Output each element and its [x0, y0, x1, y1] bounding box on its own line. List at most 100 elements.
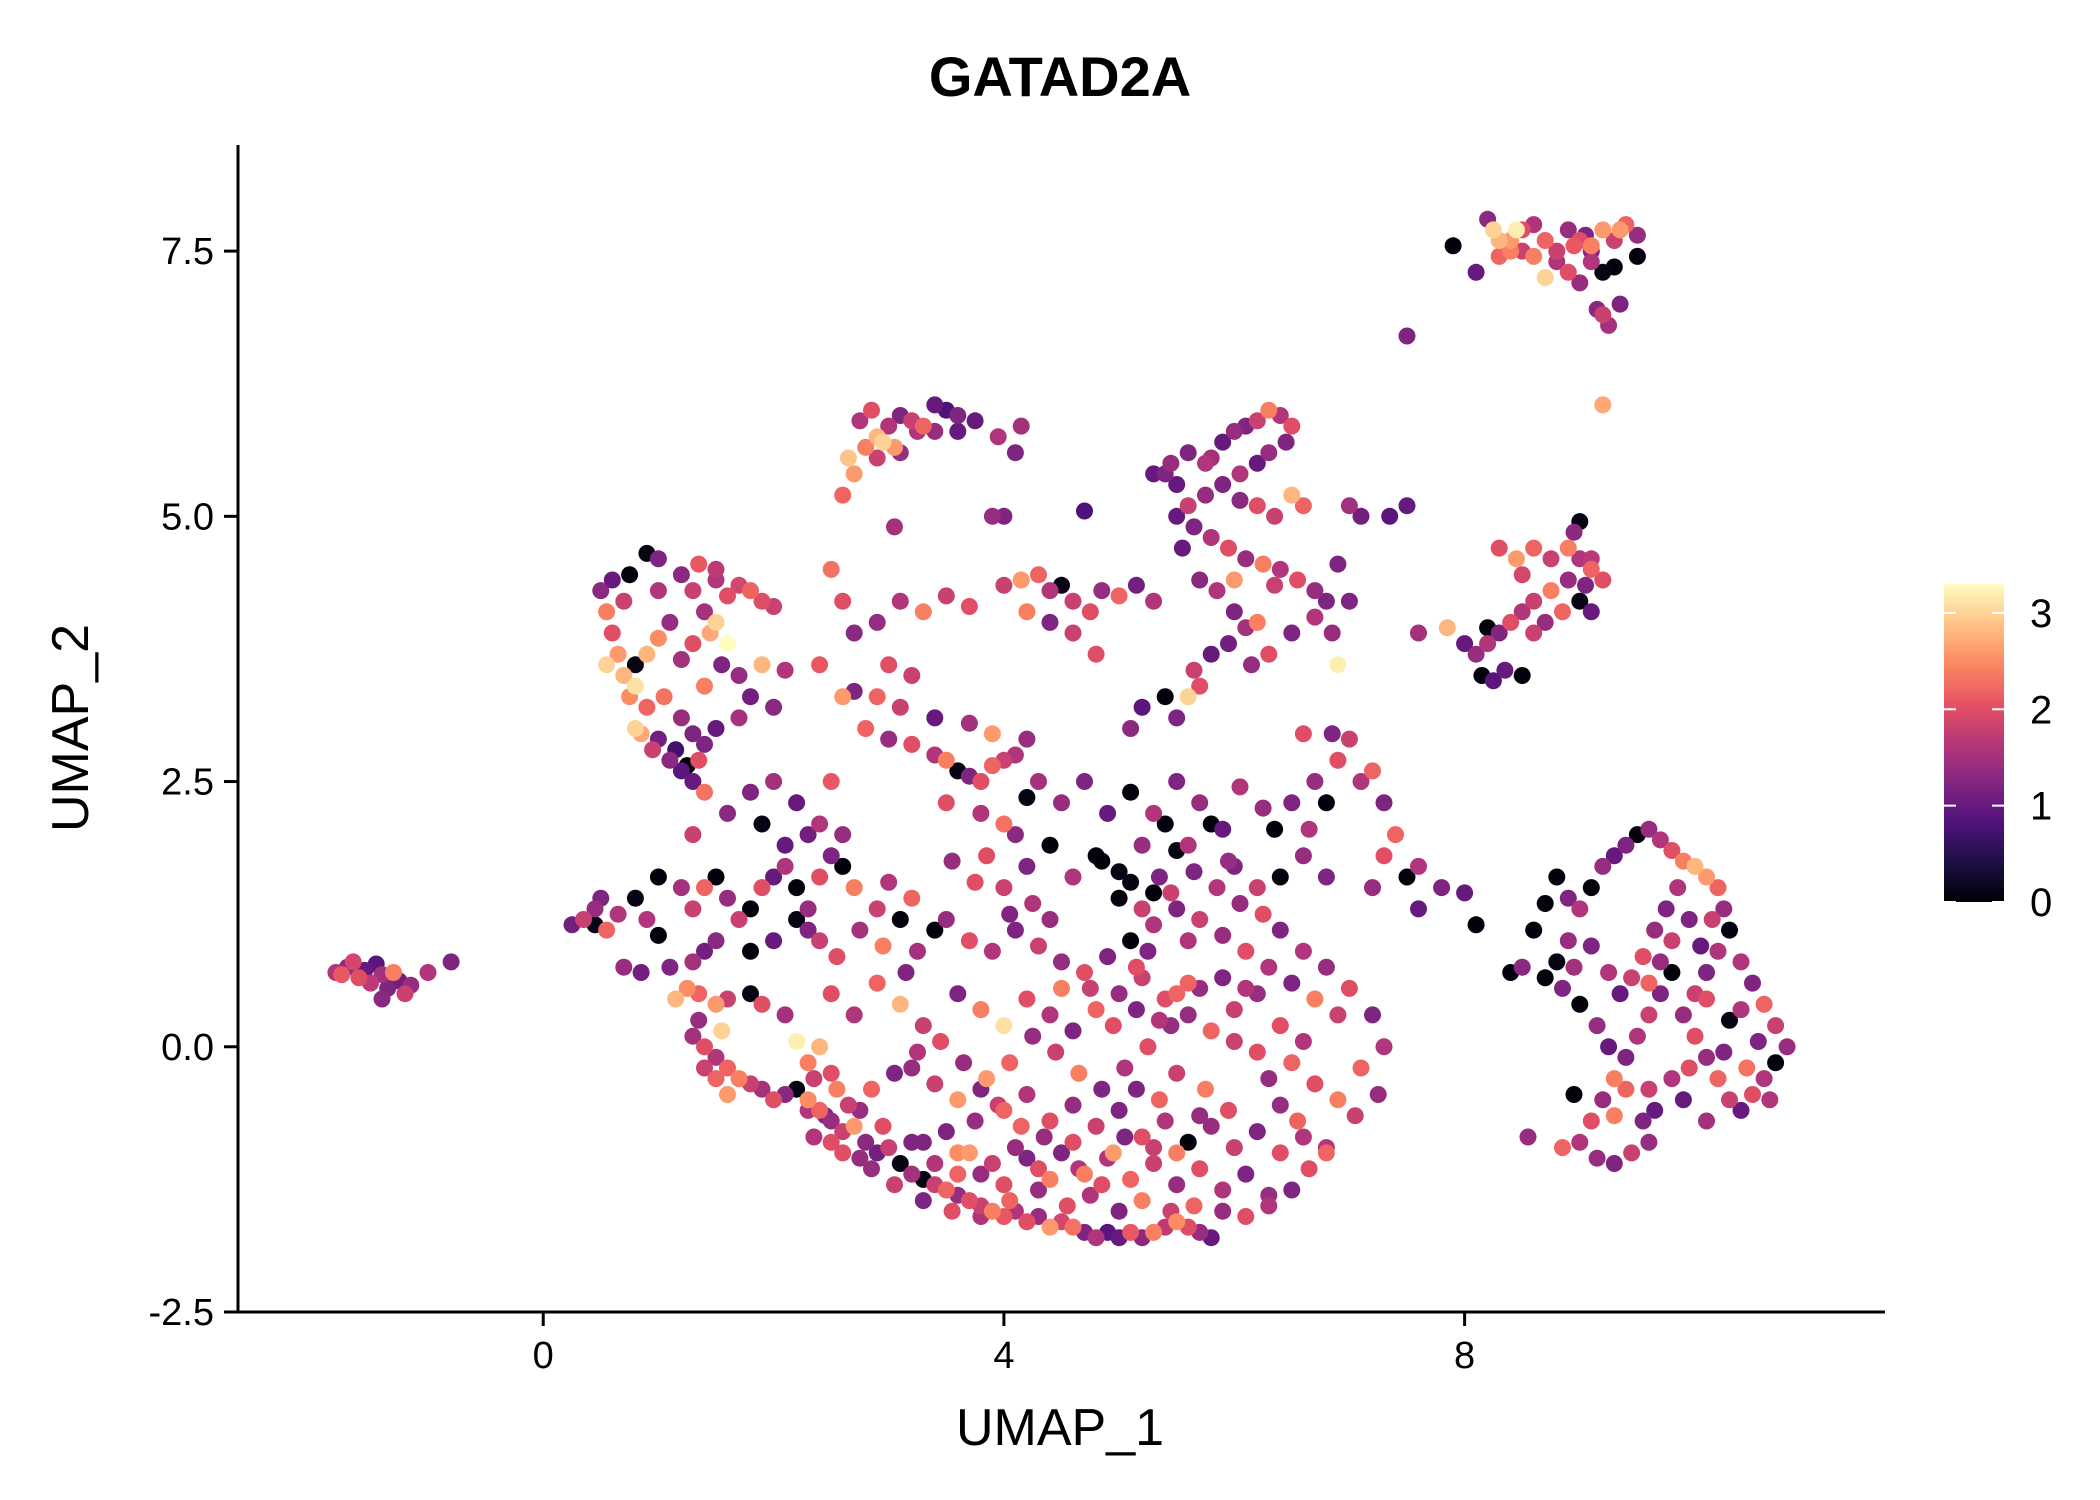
data-point	[1191, 794, 1209, 812]
data-point	[1617, 1080, 1635, 1098]
data-point	[1294, 847, 1312, 865]
data-point	[1030, 937, 1047, 955]
data-point	[1093, 582, 1111, 600]
data-point	[1179, 1133, 1197, 1151]
data-point	[753, 995, 771, 1013]
data-point	[1536, 269, 1554, 287]
data-point	[989, 428, 1007, 446]
data-point	[863, 1160, 880, 1178]
data-point	[1571, 592, 1589, 610]
data-point	[1220, 635, 1237, 653]
data-point	[776, 857, 794, 875]
data-point	[1030, 1181, 1047, 1199]
data-point	[1387, 826, 1404, 844]
data-point	[753, 815, 771, 833]
data-point	[1248, 1043, 1266, 1061]
data-point	[684, 1027, 702, 1045]
data-point	[1340, 497, 1358, 515]
data-point	[891, 592, 909, 610]
data-point	[914, 1017, 932, 1035]
data-point	[1507, 221, 1525, 239]
data-point	[1191, 677, 1209, 695]
data-point	[983, 942, 1001, 960]
data-point	[880, 417, 898, 435]
data-point	[1208, 582, 1226, 600]
data-point	[1081, 603, 1099, 621]
data-point	[1559, 263, 1577, 281]
data-point	[1565, 958, 1583, 976]
data-point	[1041, 1006, 1059, 1024]
data-point	[972, 1165, 990, 1183]
data-point	[1145, 1223, 1163, 1241]
data-point	[1513, 958, 1531, 976]
data-point	[1260, 645, 1278, 663]
data-point	[655, 688, 673, 706]
data-point	[1197, 486, 1214, 504]
x-tick-label: 0	[533, 1335, 554, 1377]
data-point	[1012, 1117, 1030, 1135]
data-point	[598, 603, 616, 621]
data-point	[1364, 762, 1381, 780]
data-point	[983, 507, 1001, 525]
data-point	[1536, 613, 1554, 631]
data-point	[667, 990, 685, 1008]
data-point	[1041, 1170, 1059, 1188]
data-point	[1329, 555, 1347, 573]
data-point	[1283, 794, 1301, 812]
data-point	[1306, 990, 1324, 1008]
data-point	[1559, 221, 1577, 239]
data-point	[1594, 396, 1612, 414]
data-point	[1484, 221, 1502, 239]
data-point	[966, 873, 984, 891]
data-point	[776, 661, 794, 679]
data-point	[949, 1091, 967, 1109]
data-point	[1628, 226, 1646, 244]
data-point	[1237, 979, 1255, 997]
data-point	[1191, 571, 1209, 589]
data-point	[1030, 773, 1047, 790]
data-point	[851, 412, 869, 430]
data-point	[1018, 1086, 1036, 1103]
data-point	[672, 709, 690, 727]
data-point	[707, 613, 725, 631]
data-point	[1340, 979, 1358, 997]
data-point	[609, 645, 627, 663]
data-point	[1220, 539, 1237, 557]
data-point	[1087, 1117, 1105, 1135]
data-point	[972, 804, 990, 822]
data-point	[851, 921, 869, 939]
data-point	[903, 889, 921, 907]
data-point	[592, 582, 610, 600]
data-point	[1041, 582, 1059, 600]
data-point	[897, 964, 915, 981]
data-point	[672, 762, 690, 780]
data-point	[1657, 900, 1675, 918]
data-point	[1104, 1144, 1122, 1162]
data-point	[960, 598, 978, 615]
data-point	[696, 1059, 713, 1077]
data-point	[1698, 868, 1715, 886]
data-point	[575, 911, 592, 928]
data-point	[1323, 725, 1341, 743]
data-point	[1266, 507, 1284, 525]
data-point	[1519, 1128, 1537, 1146]
data-point	[1156, 815, 1174, 833]
data-point	[1703, 911, 1721, 928]
data-point	[891, 1155, 909, 1172]
data-point	[1306, 773, 1324, 790]
data-point	[1162, 454, 1180, 472]
data-point	[1617, 836, 1635, 854]
data-point	[678, 979, 696, 997]
data-point	[1352, 507, 1370, 525]
data-point	[730, 709, 748, 727]
data-point	[1191, 1160, 1209, 1178]
data-point	[1329, 656, 1347, 674]
data-point	[1542, 582, 1560, 600]
data-point	[903, 1165, 921, 1183]
data-point	[1225, 603, 1243, 621]
data-point	[350, 969, 368, 987]
data-point	[1778, 1038, 1796, 1056]
data-point	[1116, 1059, 1134, 1077]
data-point	[1628, 1027, 1646, 1045]
